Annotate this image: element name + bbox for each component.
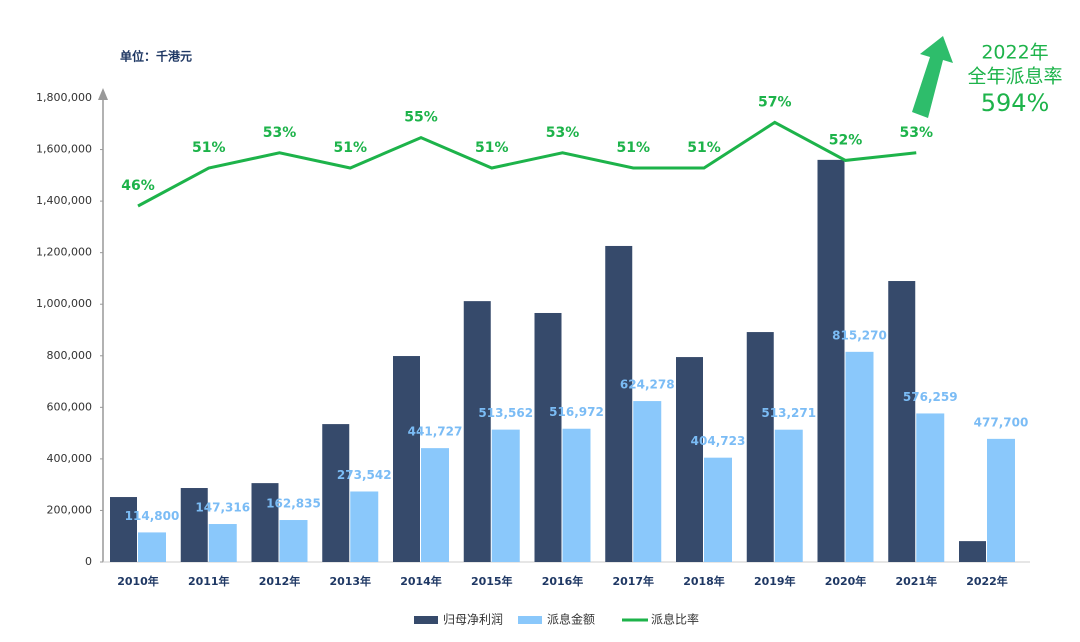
bar bbox=[888, 281, 916, 562]
x-tick-label: 2022年 bbox=[966, 574, 1008, 588]
x-tick-label: 2018年 bbox=[683, 574, 725, 588]
data-label: 51% bbox=[475, 140, 509, 156]
legend-swatch bbox=[518, 616, 542, 624]
x-tick-label: 2021年 bbox=[895, 574, 937, 588]
data-label: 51% bbox=[333, 140, 367, 156]
y-tick-label: 800,000 bbox=[47, 349, 93, 362]
bar bbox=[251, 483, 279, 562]
bar bbox=[463, 301, 491, 562]
data-label: 477,700 bbox=[974, 415, 1029, 429]
data-label: 624,278 bbox=[620, 378, 675, 392]
bar bbox=[138, 532, 166, 562]
data-label: 513,562 bbox=[478, 406, 533, 420]
bar bbox=[676, 357, 703, 562]
bar bbox=[208, 524, 237, 562]
data-label: 53% bbox=[263, 125, 297, 141]
legend-label: 归母净利润 bbox=[443, 613, 503, 627]
data-label: 576,259 bbox=[903, 390, 958, 404]
y-tick-label: 1,000,000 bbox=[36, 297, 92, 310]
y-tick-label: 1,600,000 bbox=[36, 143, 92, 156]
data-label: 441,727 bbox=[408, 425, 463, 439]
x-tick-label: 2013年 bbox=[329, 574, 371, 588]
data-label: 404,723 bbox=[691, 434, 746, 448]
annotation: 594% bbox=[981, 89, 1050, 117]
x-tick-label: 2014年 bbox=[400, 574, 442, 588]
bar bbox=[562, 428, 591, 562]
bar bbox=[605, 245, 633, 562]
unit-label: 单位：千港元 bbox=[120, 49, 192, 64]
ratio-line bbox=[137, 120, 917, 208]
x-tick-label: 2017年 bbox=[612, 574, 654, 588]
bar bbox=[845, 351, 874, 562]
bar bbox=[817, 159, 845, 562]
x-tick-label: 2011年 bbox=[188, 574, 230, 588]
y-tick-label: 1,800,000 bbox=[36, 91, 92, 104]
data-label: 55% bbox=[404, 110, 438, 126]
data-label: 51% bbox=[192, 140, 226, 156]
bar bbox=[279, 520, 308, 562]
legend-swatch bbox=[414, 616, 438, 624]
data-label: 273,542 bbox=[337, 468, 392, 482]
bar bbox=[350, 491, 379, 562]
bar bbox=[393, 356, 420, 562]
data-label: 815,270 bbox=[832, 328, 887, 342]
y-tick-label: 0 bbox=[85, 555, 92, 568]
x-tick-label: 2020年 bbox=[825, 574, 867, 588]
data-label: 147,316 bbox=[195, 501, 250, 515]
x-tick-label: 2010年 bbox=[117, 574, 159, 588]
data-label: 51% bbox=[616, 140, 650, 156]
y-tick-label: 1,400,000 bbox=[36, 194, 92, 207]
bar bbox=[774, 429, 803, 562]
y-tick-label: 200,000 bbox=[47, 503, 93, 516]
y-axis-arrow bbox=[98, 88, 108, 100]
bar bbox=[633, 401, 662, 562]
x-tick-label: 2012年 bbox=[259, 574, 301, 588]
x-tick-label: 2016年 bbox=[542, 574, 584, 588]
data-label: 53% bbox=[546, 125, 580, 141]
data-label: 52% bbox=[829, 132, 863, 148]
bar bbox=[534, 312, 562, 562]
legend-label: 派息金额 bbox=[547, 612, 595, 627]
x-tick-label: 2015年 bbox=[471, 574, 513, 588]
data-label: 57% bbox=[758, 94, 792, 110]
y-tick-label: 400,000 bbox=[47, 452, 93, 465]
annotation: 2022年 bbox=[981, 42, 1048, 64]
data-label: 53% bbox=[899, 125, 933, 141]
bar bbox=[959, 541, 986, 562]
bar bbox=[916, 413, 945, 562]
legend-label: 派息比率 bbox=[651, 612, 699, 627]
data-label: 162,835 bbox=[266, 497, 321, 511]
x-tick-label: 2019年 bbox=[754, 574, 796, 588]
data-label: 51% bbox=[687, 140, 721, 156]
data-label: 46% bbox=[121, 178, 155, 194]
data-label: 516,972 bbox=[549, 405, 604, 419]
bar bbox=[180, 488, 208, 562]
data-label: 114,800 bbox=[125, 509, 180, 523]
bar bbox=[704, 457, 732, 562]
bar bbox=[746, 332, 774, 562]
bar bbox=[491, 429, 520, 562]
annotation: 全年派息率 bbox=[967, 66, 1062, 88]
data-label: 513,271 bbox=[761, 406, 816, 420]
y-tick-label: 600,000 bbox=[47, 400, 93, 413]
bar bbox=[322, 424, 350, 562]
bar bbox=[110, 497, 137, 562]
annotation-arrow bbox=[912, 36, 953, 118]
bar bbox=[987, 438, 1015, 562]
bar bbox=[421, 448, 449, 562]
y-tick-label: 1,200,000 bbox=[36, 246, 92, 259]
